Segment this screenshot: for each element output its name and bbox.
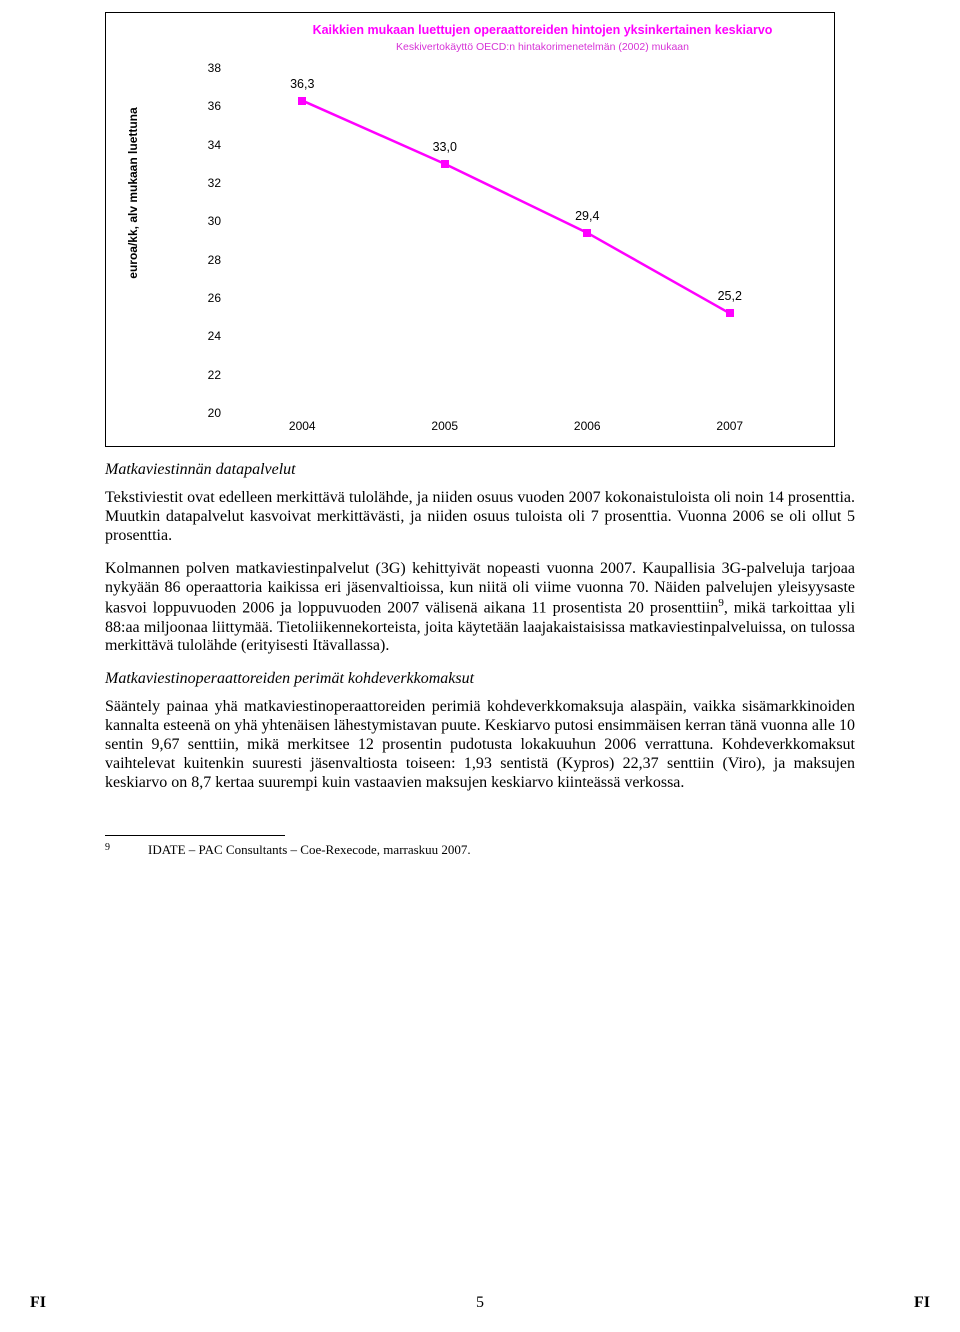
y-tick: 30	[171, 214, 231, 228]
section-heading-kohdeverkkomaksut: Matkaviestinoperaattoreiden perimät kohd…	[105, 670, 855, 688]
y-tick: 34	[171, 138, 231, 152]
footnote-number: 9	[105, 842, 110, 853]
y-axis-label: euroa/kk, alv mukaan luettuna	[126, 107, 140, 278]
page-number: 5	[0, 1294, 960, 1312]
x-tick: 2004	[289, 413, 316, 433]
x-tick: 2005	[431, 413, 458, 433]
data-point-icon	[441, 160, 449, 168]
y-tick: 38	[171, 61, 231, 75]
x-tick: 2007	[716, 413, 743, 433]
y-tick: 36	[171, 99, 231, 113]
chart-title: Kaikkien mukaan luettujen operaattoreide…	[281, 23, 804, 37]
footnote-separator	[105, 835, 285, 836]
chart-line	[231, 68, 801, 413]
footer-right: FI	[914, 1294, 930, 1312]
y-tick: 28	[171, 253, 231, 267]
point-label: 29,4	[575, 209, 599, 223]
data-point-icon	[298, 97, 306, 105]
point-label: 33,0	[433, 140, 457, 154]
price-trend-chart: Kaikkien mukaan luettujen operaattoreide…	[105, 12, 835, 447]
data-point-icon	[726, 309, 734, 317]
footnote-text: IDATE – PAC Consultants – Coe-Rexecode, …	[148, 842, 471, 859]
y-tick: 22	[171, 368, 231, 382]
paragraph: Kolmannen polven matkaviestinpalvelut (3…	[105, 560, 855, 657]
paragraph: Sääntely painaa yhä matkaviestinoperaatt…	[105, 698, 855, 792]
section-heading-datapalvelut: Matkaviestinnän datapalvelut	[105, 461, 855, 479]
footer-left: FI	[30, 1294, 46, 1312]
page-footer: FI 5 FI	[0, 1294, 960, 1312]
y-tick: 20	[171, 406, 231, 420]
data-point-icon	[583, 229, 591, 237]
plot-area: 20 22 24 26 28 30 32 34 36 38 2004 2005 …	[231, 68, 801, 413]
footnote: 9 IDATE – PAC Consultants – Coe-Rexecode…	[105, 842, 855, 859]
y-tick: 26	[171, 291, 231, 305]
point-label: 36,3	[290, 77, 314, 91]
y-tick: 32	[171, 176, 231, 190]
x-tick: 2006	[574, 413, 601, 433]
chart-subtitle: Keskivertokäyttö OECD:n hintakorimenetel…	[281, 41, 804, 53]
y-tick: 24	[171, 329, 231, 343]
point-label: 25,2	[718, 289, 742, 303]
paragraph: Tekstiviestit ovat edelleen merkittävä t…	[105, 489, 855, 546]
